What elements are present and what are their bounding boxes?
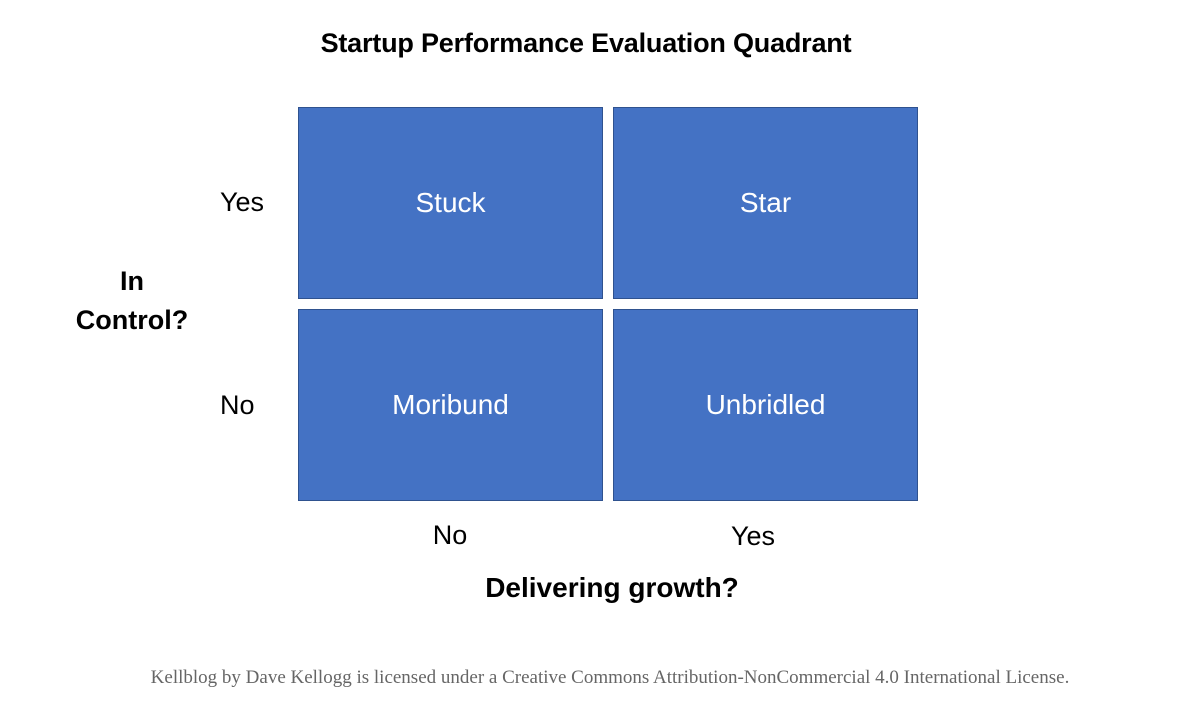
quadrant-moribund-label: Moribund — [392, 389, 509, 420]
y-axis-label: In Control? — [60, 262, 204, 340]
y-axis-tick-yes: Yes — [220, 187, 265, 217]
quadrant-stuck: Stuck — [298, 107, 603, 299]
quadrant-unbridled: Unbridled — [613, 309, 918, 501]
quadrant-stuck-label: Stuck — [415, 187, 486, 218]
y-axis-tick-no: No — [220, 390, 255, 420]
quadrant-star: Star — [613, 107, 918, 299]
quadrant-star-label: Star — [739, 187, 792, 218]
x-axis-tick-no: No — [432, 520, 468, 550]
y-axis-label-line2: Control? — [75, 305, 189, 335]
quadrant-moribund: Moribund — [298, 309, 603, 501]
license-footer: Kellblog by Dave Kellogg is licensed und… — [150, 667, 1070, 688]
diagram-title: Startup Performance Evaluation Quadrant — [320, 28, 852, 58]
x-axis-tick-yes: Yes — [730, 521, 776, 551]
quadrant-unbridled-label: Unbridled — [705, 389, 826, 420]
x-axis-label: Delivering growth? — [485, 572, 739, 603]
y-axis-label-line1: In — [120, 266, 144, 296]
